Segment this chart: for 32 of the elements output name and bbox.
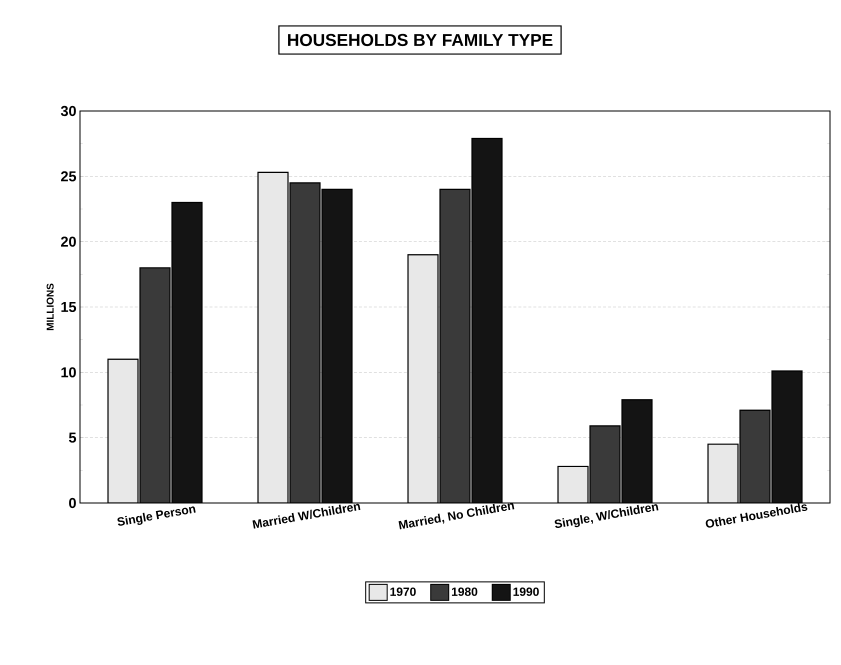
- y-tick-label: 10: [61, 367, 76, 378]
- chart-title: HOUSEHOLDS BY FAMILY TYPE: [288, 34, 552, 46]
- x-tick-label: Single, W/Children: [554, 504, 658, 528]
- x-tick-label: Married, No Children: [398, 503, 514, 530]
- bar: [589, 425, 621, 503]
- y-tick-label: 25: [61, 171, 76, 182]
- y-axis-title: MILLIONS: [46, 284, 54, 330]
- y-tick-label: 20: [61, 236, 76, 247]
- bar: [439, 188, 471, 503]
- bar: [107, 358, 139, 503]
- x-tick-label: Other Households: [706, 503, 808, 528]
- bar: [321, 188, 353, 503]
- y-tick-label: 0: [69, 498, 76, 508]
- bar: [407, 254, 439, 503]
- legend-label: 1990: [513, 587, 539, 596]
- x-tick-label: Married W/Children: [252, 504, 360, 529]
- bar: [171, 202, 203, 503]
- y-tick-label: 15: [61, 302, 76, 312]
- bar: [289, 182, 321, 503]
- bar: [139, 267, 171, 503]
- bar: [707, 444, 739, 503]
- x-tick-label: Single Person: [117, 506, 196, 526]
- bar: [621, 399, 653, 503]
- bar: [557, 466, 589, 503]
- y-tick-label: 5: [68, 432, 76, 443]
- bar: [471, 138, 503, 503]
- bar: [771, 370, 803, 503]
- bar: [257, 172, 289, 503]
- legend-label: 1980: [452, 587, 478, 596]
- bar: [739, 410, 771, 503]
- legend-label: 1970: [390, 587, 416, 596]
- y-tick-label: 30: [60, 106, 76, 116]
